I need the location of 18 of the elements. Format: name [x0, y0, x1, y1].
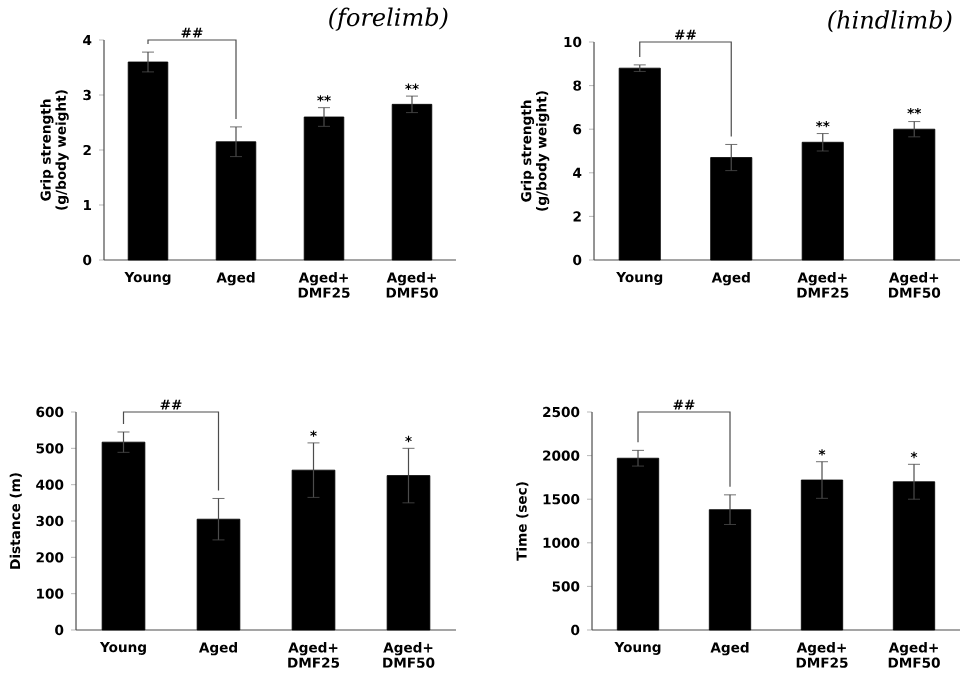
bar [101, 441, 146, 631]
bar [618, 67, 661, 261]
bar [710, 157, 753, 261]
bar [196, 518, 241, 631]
chart-title: (forelimb) [329, 7, 448, 31]
bar [616, 457, 660, 631]
bar [892, 481, 936, 631]
bar [386, 475, 431, 631]
bar [391, 103, 433, 261]
bar [708, 509, 752, 631]
chart-title: (hindlimb) [828, 10, 952, 33]
bar [303, 116, 345, 261]
bar [215, 141, 257, 261]
bar [127, 61, 169, 261]
bar [801, 141, 844, 261]
bar [800, 479, 844, 631]
bar [291, 469, 336, 631]
bar [893, 128, 936, 261]
